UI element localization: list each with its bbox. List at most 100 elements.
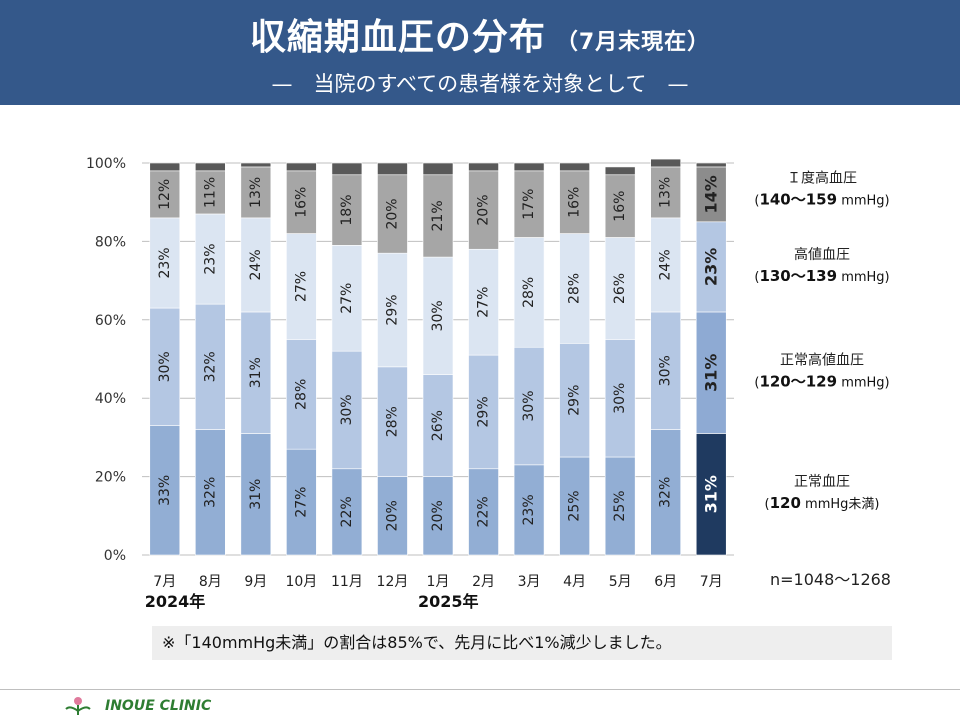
data-label: 31% bbox=[702, 475, 721, 513]
year-label: 2024年 bbox=[145, 592, 206, 611]
data-label: 32% bbox=[202, 351, 218, 382]
bar-segment bbox=[695, 162, 727, 168]
x-tick-label: 5月 bbox=[609, 574, 632, 590]
bar-segment bbox=[149, 162, 181, 172]
bar-segment bbox=[195, 429, 226, 556]
data-label: 27% bbox=[476, 287, 492, 318]
x-tick-label: 6月 bbox=[654, 574, 677, 590]
bar-segment bbox=[468, 354, 499, 470]
data-label: 26% bbox=[612, 273, 628, 304]
bar-segment bbox=[422, 476, 454, 556]
bar-segment bbox=[422, 256, 454, 375]
bar-segment bbox=[286, 233, 317, 340]
legend-series-range: (120 mmHg未満) bbox=[765, 494, 880, 512]
data-label: 32% bbox=[658, 477, 674, 508]
bar-segment bbox=[195, 170, 226, 215]
legend-series-name: 高値血圧 bbox=[794, 246, 850, 263]
bar-segment bbox=[604, 174, 636, 238]
bar-segment bbox=[604, 237, 636, 340]
data-label: 24% bbox=[248, 249, 264, 280]
y-tick-label: 100% bbox=[86, 156, 126, 172]
bar-segment bbox=[559, 162, 590, 172]
y-tick-label: 40% bbox=[95, 391, 126, 407]
data-label: 31% bbox=[248, 479, 264, 510]
bar-segment bbox=[695, 221, 727, 313]
bar-segment bbox=[422, 162, 454, 176]
bar-segment bbox=[195, 162, 226, 172]
title-text: 収縮期血圧の分布 bbox=[249, 17, 546, 58]
year-label: 2025年 bbox=[418, 592, 479, 611]
data-label: 17% bbox=[521, 189, 537, 220]
bar-segment bbox=[468, 170, 499, 250]
data-label: 23% bbox=[521, 494, 537, 525]
data-label: 12% bbox=[157, 179, 173, 210]
data-label: 30% bbox=[430, 300, 446, 331]
data-label: 27% bbox=[293, 487, 309, 518]
bar-segment bbox=[286, 448, 317, 556]
bar-segment bbox=[240, 217, 272, 313]
y-tick-label: 60% bbox=[95, 313, 126, 329]
bar-segment bbox=[377, 476, 408, 556]
legend-series-range: (120～129 mmHg) bbox=[754, 373, 889, 391]
data-label: 23% bbox=[157, 247, 173, 278]
data-label: 22% bbox=[339, 496, 355, 527]
data-label: 13% bbox=[658, 177, 674, 208]
data-label: 11% bbox=[202, 177, 218, 208]
data-label: 23% bbox=[202, 243, 218, 274]
bar-segment bbox=[331, 245, 363, 352]
data-label: 20% bbox=[430, 500, 446, 531]
data-label: 32% bbox=[202, 477, 218, 508]
data-label: 20% bbox=[384, 198, 400, 229]
legend-series-name: Ｉ度高血圧 bbox=[787, 169, 857, 186]
data-label: 13% bbox=[248, 177, 264, 208]
data-label: 30% bbox=[521, 390, 537, 421]
bar-segment bbox=[468, 162, 499, 172]
bar-segment bbox=[240, 433, 272, 556]
bar-segment bbox=[695, 166, 727, 223]
bar-segment bbox=[240, 166, 272, 219]
data-label: 26% bbox=[430, 410, 446, 441]
bar-segment bbox=[513, 170, 545, 238]
data-label: 29% bbox=[567, 385, 583, 416]
bar-segment bbox=[650, 158, 681, 168]
bar-segment bbox=[195, 213, 226, 305]
x-tick-label: 3月 bbox=[518, 574, 541, 590]
bar-segment bbox=[513, 346, 545, 466]
header-banner: 収縮期血圧の分布 （7月末現在） — 当院のすべての患者様を対象として — bbox=[0, 0, 960, 105]
bar-segment bbox=[240, 311, 272, 434]
y-tick-label: 20% bbox=[95, 470, 126, 486]
x-tick-label: 10月 bbox=[285, 574, 317, 590]
data-label: 28% bbox=[384, 406, 400, 437]
data-label: 14% bbox=[702, 175, 721, 213]
data-label: 33% bbox=[157, 475, 173, 506]
bar-segment bbox=[286, 162, 317, 172]
legend-series-name: 正常血圧 bbox=[794, 474, 850, 490]
legend-series-name: 正常高値血圧 bbox=[780, 352, 864, 369]
legend-series-range: (130～139 mmHg) bbox=[754, 267, 889, 285]
bar-segment bbox=[513, 162, 545, 172]
data-label: 20% bbox=[476, 194, 492, 225]
data-label: 21% bbox=[430, 200, 446, 231]
bar-segment bbox=[604, 166, 636, 176]
bar-segment bbox=[240, 162, 272, 168]
bar-segment bbox=[286, 339, 317, 450]
data-label: 29% bbox=[476, 396, 492, 427]
bar-segment bbox=[195, 303, 226, 430]
bar-segment bbox=[377, 252, 408, 368]
page-title: 収縮期血圧の分布 （7月末現在） bbox=[0, 8, 960, 60]
bar-segment bbox=[695, 433, 727, 556]
bar-segment bbox=[377, 174, 408, 254]
x-tick-label: 1月 bbox=[427, 574, 450, 590]
bar-segment bbox=[377, 162, 408, 176]
bar-segment bbox=[650, 217, 681, 313]
bar-segment bbox=[422, 374, 454, 477]
x-tick-label: 9月 bbox=[244, 574, 267, 590]
bar-segment bbox=[149, 170, 181, 219]
x-tick-label: 11月 bbox=[331, 574, 363, 590]
x-tick-label: 4月 bbox=[563, 574, 586, 590]
data-label: 28% bbox=[567, 273, 583, 304]
y-tick-label: 80% bbox=[95, 234, 126, 250]
data-label: 27% bbox=[339, 283, 355, 314]
data-label: 24% bbox=[658, 249, 674, 280]
data-label: 16% bbox=[612, 191, 628, 222]
